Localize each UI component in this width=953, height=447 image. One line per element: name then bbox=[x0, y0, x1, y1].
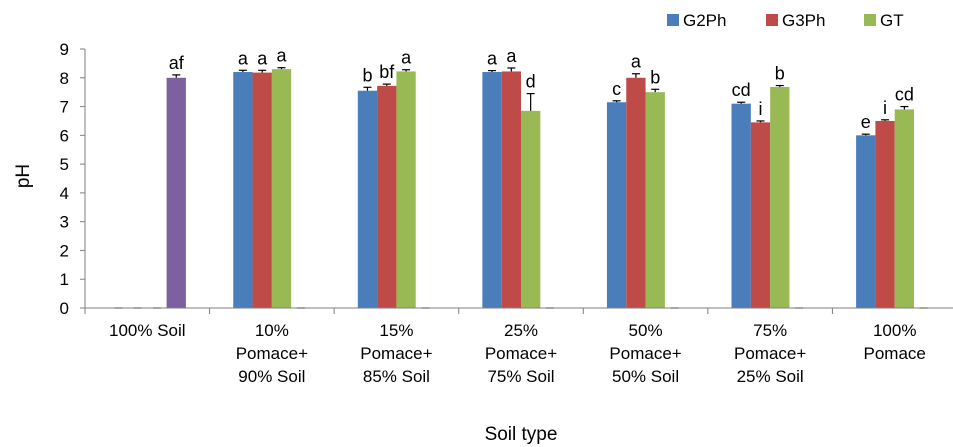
x-tick-label: Pomace bbox=[864, 344, 926, 363]
bar-gt bbox=[271, 69, 292, 309]
x-tick-label: 25% Soil bbox=[737, 367, 804, 386]
bar-g2ph bbox=[482, 72, 502, 309]
x-tick-label: 25% bbox=[504, 321, 538, 340]
bar-significance-label: cd bbox=[895, 85, 914, 105]
bar-significance-label: a bbox=[631, 52, 642, 72]
x-tick-label: 10% bbox=[255, 321, 289, 340]
x-axis-title: Soil type bbox=[485, 424, 558, 445]
bar-significance-label: a bbox=[401, 48, 412, 68]
bar-g3ph bbox=[252, 72, 272, 308]
bar-significance-label: a bbox=[506, 46, 517, 66]
bar-significance-label: b bbox=[775, 64, 785, 84]
bar-gt bbox=[521, 110, 541, 308]
x-tick-label: Pomace+ bbox=[734, 344, 806, 363]
bar-gt bbox=[770, 86, 790, 308]
bar-significance-label: a bbox=[257, 48, 268, 68]
bar-significance-label: a bbox=[238, 48, 249, 68]
legend-label-g3ph: G3Ph bbox=[782, 11, 825, 30]
bar-gt bbox=[894, 109, 915, 308]
x-tick-label: 50% Soil bbox=[612, 367, 679, 386]
bar-purple bbox=[166, 77, 186, 309]
bar-significance-label: b bbox=[650, 67, 660, 87]
legend-label-gt: GT bbox=[880, 11, 904, 30]
bar-significance-label: i bbox=[883, 98, 887, 118]
legend-swatch-g3ph bbox=[766, 14, 778, 26]
bar-g3ph bbox=[501, 71, 521, 309]
bar-significance-label: d bbox=[526, 72, 536, 92]
y-axis: 0 1 2 3 4 5 6 7 8 9 bbox=[60, 40, 86, 318]
x-tick-label: 75% bbox=[753, 321, 787, 340]
bar-g2ph bbox=[731, 103, 751, 308]
bar-gt bbox=[645, 92, 665, 309]
x-tick-label: Pomace+ bbox=[360, 344, 432, 363]
x-tick-label: 100% Soil bbox=[109, 321, 186, 340]
x-axis: 100% Soil 10% Pomace+ 90% Soil 15% Pomace+ 85%… bbox=[84, 307, 953, 386]
y-tick-label: 1 bbox=[60, 270, 69, 289]
x-tick-label: Pomace+ bbox=[236, 344, 308, 363]
bar-g3ph bbox=[750, 122, 771, 308]
bar-significance-label: a bbox=[277, 46, 288, 66]
legend-label-g2ph: G2Ph bbox=[683, 11, 726, 30]
y-tick-label: 9 bbox=[60, 40, 69, 59]
bar-significance-label: a bbox=[487, 49, 498, 69]
x-tick-label: 100% bbox=[873, 321, 916, 340]
x-tick-label: 90% Soil bbox=[238, 367, 305, 386]
bar-g2ph bbox=[856, 135, 876, 308]
legend: G2Ph G3Ph GT bbox=[667, 11, 904, 30]
x-tick-label: 85% Soil bbox=[363, 367, 430, 386]
x-tick-label: 75% Soil bbox=[487, 367, 554, 386]
x-tick-label: Pomace+ bbox=[485, 344, 557, 363]
bar-significance-label: af bbox=[169, 53, 185, 73]
bar-g3ph bbox=[626, 77, 646, 309]
y-tick-label: 4 bbox=[60, 184, 69, 203]
bar-significance-label: e bbox=[861, 112, 871, 132]
bar-g3ph bbox=[875, 120, 895, 308]
bar-significance-label: bf bbox=[379, 62, 395, 82]
y-tick-label: 0 bbox=[60, 299, 69, 318]
bar-significance-label: b bbox=[362, 65, 372, 85]
y-axis-title: pH bbox=[13, 164, 34, 188]
y-tick-label: 2 bbox=[60, 241, 69, 260]
x-tick-label: 15% bbox=[379, 321, 413, 340]
y-tick-label: 8 bbox=[60, 69, 69, 88]
y-tick-label: 3 bbox=[60, 213, 69, 232]
bar-significance-label: c bbox=[612, 79, 621, 99]
x-tick-label: Pomace+ bbox=[609, 344, 681, 363]
legend-swatch-g2ph bbox=[667, 14, 679, 26]
legend-swatch-gt bbox=[864, 14, 876, 26]
bar-gt bbox=[396, 71, 416, 309]
y-tick-label: 6 bbox=[60, 126, 69, 145]
bar-g2ph bbox=[233, 72, 253, 309]
bar-significance-label: cd bbox=[732, 80, 751, 100]
bar-g2ph bbox=[606, 102, 627, 308]
y-tick-label: 7 bbox=[60, 98, 69, 117]
x-tick-label: 50% bbox=[629, 321, 663, 340]
y-tick-label: 5 bbox=[60, 155, 69, 174]
bar-g2ph bbox=[357, 90, 378, 308]
bar-g3ph bbox=[377, 85, 397, 308]
bar-significance-label: i bbox=[758, 99, 762, 119]
